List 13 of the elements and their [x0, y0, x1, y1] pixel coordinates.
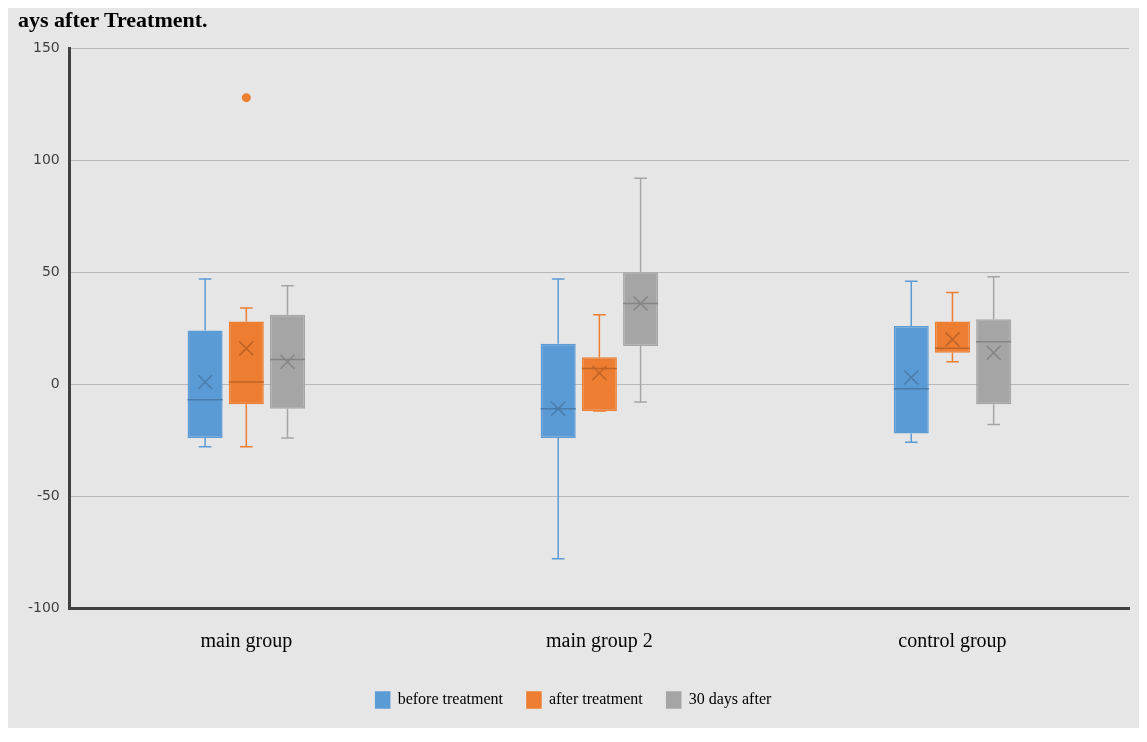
chart-title: ays after Treatment.: [18, 6, 208, 32]
x-tick-label: main group 2: [546, 629, 653, 653]
y-tick-label: -50: [36, 486, 60, 503]
x-tick-label: control group: [898, 629, 1007, 653]
x-tick-label: main group: [200, 629, 293, 653]
y-tick-label: 50: [41, 262, 60, 279]
legend-label: before treatment: [397, 690, 504, 708]
y-tick-label: 0: [50, 374, 60, 391]
legend-label: after treatment: [548, 690, 644, 708]
y-tick-label: -100: [27, 598, 60, 615]
y-tick-label: 150: [33, 39, 60, 56]
y-tick-label: 100: [33, 150, 60, 167]
legend-label: 30 days after: [688, 690, 772, 709]
